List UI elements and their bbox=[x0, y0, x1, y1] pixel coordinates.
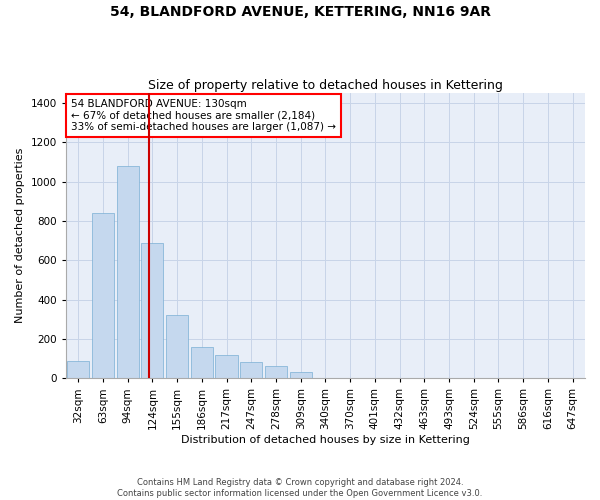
Text: Contains HM Land Registry data © Crown copyright and database right 2024.
Contai: Contains HM Land Registry data © Crown c… bbox=[118, 478, 482, 498]
Text: 54, BLANDFORD AVENUE, KETTERING, NN16 9AR: 54, BLANDFORD AVENUE, KETTERING, NN16 9A… bbox=[110, 5, 491, 19]
Title: Size of property relative to detached houses in Kettering: Size of property relative to detached ho… bbox=[148, 79, 503, 92]
Bar bbox=[215, 354, 238, 378]
Bar bbox=[191, 347, 213, 378]
X-axis label: Distribution of detached houses by size in Kettering: Distribution of detached houses by size … bbox=[181, 435, 470, 445]
Y-axis label: Number of detached properties: Number of detached properties bbox=[15, 148, 25, 324]
Bar bbox=[290, 372, 312, 378]
Bar bbox=[92, 213, 114, 378]
Bar bbox=[240, 362, 262, 378]
Bar bbox=[141, 242, 163, 378]
Bar bbox=[67, 360, 89, 378]
Text: 54 BLANDFORD AVENUE: 130sqm
← 67% of detached houses are smaller (2,184)
33% of : 54 BLANDFORD AVENUE: 130sqm ← 67% of det… bbox=[71, 99, 336, 132]
Bar bbox=[265, 366, 287, 378]
Bar bbox=[116, 166, 139, 378]
Bar bbox=[166, 316, 188, 378]
